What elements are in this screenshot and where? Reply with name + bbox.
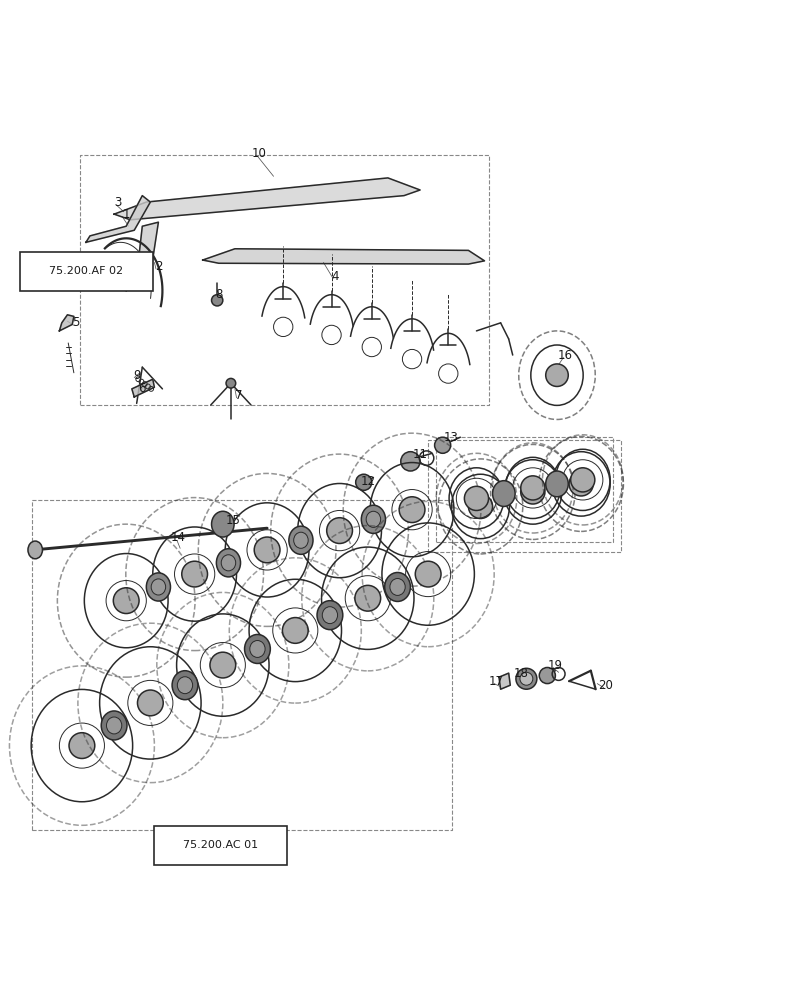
Polygon shape: [203, 249, 485, 264]
Circle shape: [545, 364, 568, 386]
Circle shape: [465, 486, 489, 510]
Circle shape: [113, 588, 139, 614]
Circle shape: [283, 618, 308, 643]
Circle shape: [569, 472, 593, 496]
Circle shape: [521, 480, 545, 504]
Polygon shape: [120, 222, 158, 291]
Ellipse shape: [293, 532, 308, 548]
Text: 20: 20: [598, 679, 612, 692]
Ellipse shape: [361, 505, 385, 533]
Ellipse shape: [212, 511, 234, 537]
Ellipse shape: [151, 579, 166, 595]
Text: 19: 19: [548, 659, 563, 672]
Ellipse shape: [217, 549, 241, 577]
Ellipse shape: [385, 572, 410, 601]
Circle shape: [539, 667, 555, 684]
Circle shape: [182, 561, 208, 587]
Text: 12: 12: [360, 475, 375, 488]
Ellipse shape: [366, 511, 381, 527]
Circle shape: [69, 733, 95, 758]
Text: 13: 13: [444, 431, 458, 444]
Circle shape: [255, 537, 280, 563]
Circle shape: [137, 690, 163, 716]
Polygon shape: [86, 196, 150, 242]
Text: 16: 16: [558, 349, 573, 362]
Ellipse shape: [545, 471, 568, 497]
Ellipse shape: [317, 601, 343, 630]
Text: 10: 10: [251, 147, 267, 160]
Ellipse shape: [28, 541, 43, 559]
Text: 3: 3: [115, 196, 122, 209]
Text: 15: 15: [226, 514, 241, 527]
Ellipse shape: [493, 481, 516, 506]
Ellipse shape: [172, 671, 198, 700]
Circle shape: [521, 476, 545, 500]
Circle shape: [520, 672, 532, 685]
Circle shape: [469, 494, 493, 519]
Polygon shape: [114, 178, 420, 220]
Text: 14: 14: [171, 531, 186, 544]
Text: 17: 17: [489, 675, 504, 688]
Text: 9: 9: [133, 369, 141, 382]
Text: 8: 8: [215, 288, 222, 301]
Circle shape: [326, 518, 352, 543]
Polygon shape: [499, 673, 511, 689]
Ellipse shape: [146, 573, 170, 601]
Circle shape: [401, 452, 420, 471]
Text: 2: 2: [154, 260, 162, 273]
Text: 4: 4: [332, 270, 339, 283]
Ellipse shape: [221, 555, 236, 571]
Text: 18: 18: [513, 667, 528, 680]
Polygon shape: [59, 315, 74, 331]
Circle shape: [399, 497, 425, 523]
Ellipse shape: [322, 607, 338, 624]
Ellipse shape: [390, 579, 405, 595]
Circle shape: [355, 585, 381, 611]
Circle shape: [210, 652, 236, 678]
Text: 75.200.AC 01: 75.200.AC 01: [183, 840, 259, 850]
Circle shape: [226, 378, 236, 388]
Text: 6: 6: [138, 382, 146, 395]
Polygon shape: [132, 379, 154, 397]
Text: 5: 5: [72, 316, 79, 329]
Circle shape: [356, 474, 372, 490]
Text: 11: 11: [413, 448, 427, 461]
Circle shape: [435, 437, 451, 453]
Ellipse shape: [101, 711, 127, 740]
Circle shape: [212, 295, 223, 306]
Text: 75.200.AF 02: 75.200.AF 02: [49, 266, 124, 276]
Circle shape: [516, 668, 537, 689]
Ellipse shape: [288, 526, 313, 554]
Ellipse shape: [107, 717, 122, 734]
Ellipse shape: [177, 677, 192, 694]
FancyBboxPatch shape: [154, 826, 287, 865]
Circle shape: [415, 561, 441, 587]
Circle shape: [570, 468, 595, 492]
Text: 7: 7: [235, 389, 242, 402]
Ellipse shape: [250, 641, 265, 657]
FancyBboxPatch shape: [20, 252, 153, 291]
Ellipse shape: [245, 634, 271, 663]
Text: 1: 1: [123, 208, 130, 221]
